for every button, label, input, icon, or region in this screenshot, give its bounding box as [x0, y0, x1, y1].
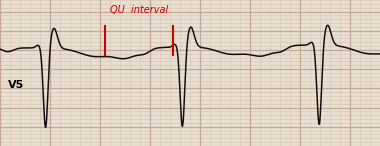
Text: QU  interval: QU interval — [109, 5, 168, 15]
Text: V5: V5 — [8, 80, 24, 90]
